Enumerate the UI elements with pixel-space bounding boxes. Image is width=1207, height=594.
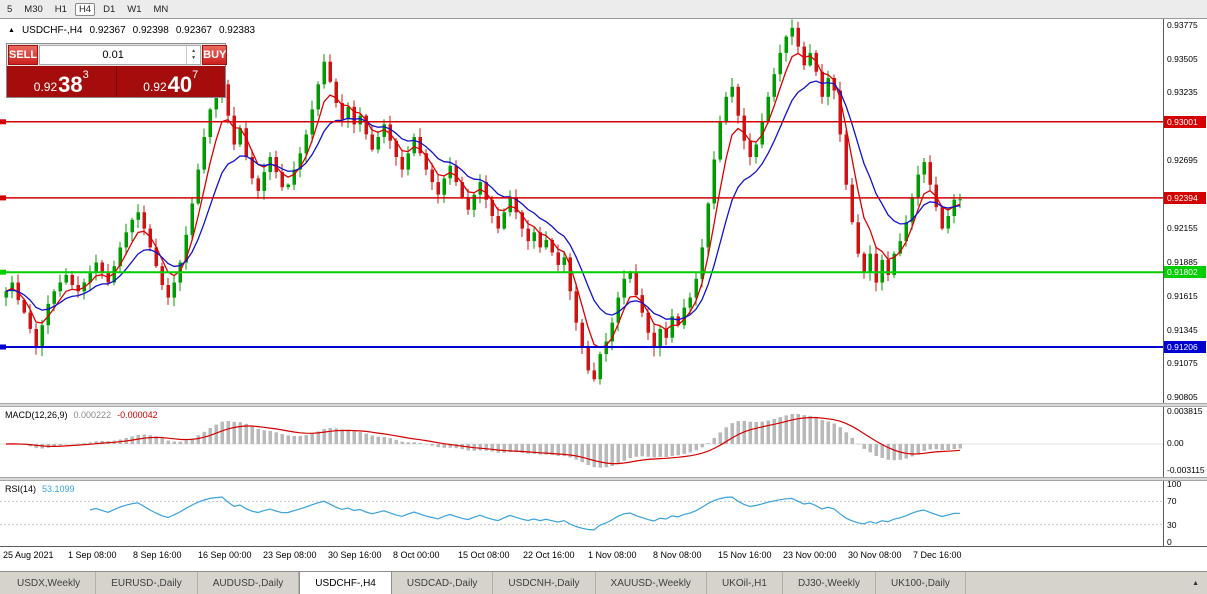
chart-tab[interactable]: USDCHF-,H4 (299, 572, 392, 594)
timeframe-button-5[interactable]: 5 (7, 3, 13, 15)
lot-size-input[interactable] (40, 46, 187, 64)
time-axis-label: 23 Sep 08:00 (263, 550, 317, 560)
price-axis-label: 0.93775 (1167, 20, 1198, 30)
sell-button[interactable]: SELL (8, 45, 39, 65)
buy-price[interactable]: 0.92 40 7 (116, 66, 225, 97)
rsi-axis-label: 70 (1167, 496, 1177, 506)
macd-name: MACD(12,26,9) (5, 410, 68, 420)
chart-tab[interactable]: USDX,Weekly (2, 572, 97, 594)
price-chart-panel: ▲ USDCHF-,H4 0.92367 0.92398 0.92367 0.9… (0, 19, 1163, 403)
lot-decrease-icon[interactable]: ▼ (191, 55, 197, 61)
rsi-value: 53.1099 (42, 484, 75, 494)
lot-size-box: ▲ ▼ (39, 45, 202, 65)
timeframe-button-d1[interactable]: D1 (103, 3, 116, 15)
macd-header: MACD(12,26,9) 0.000222 -0.000042 (5, 410, 158, 420)
rsi-axis-label: 30 (1167, 520, 1177, 530)
one-click-panel-toggle-icon[interactable]: ▲ (8, 27, 15, 34)
chart-tab[interactable]: AUDUSD-,Daily (198, 572, 300, 594)
rsi-axis-label: 0 (1167, 537, 1172, 547)
rsi-panel-splitter[interactable] (0, 477, 1207, 481)
ohlc-high: 0.92398 (132, 25, 169, 36)
macd-axis-label: 0.00 (1167, 438, 1184, 448)
time-axis-label: 25 Aug 2021 (3, 550, 54, 560)
rsi-axis-label: 100 (1167, 479, 1182, 489)
price-line-label: 0.92394 (1164, 192, 1206, 204)
time-axis-label: 1 Sep 08:00 (68, 550, 117, 560)
chart-tab[interactable]: XAUUSD-,Weekly (596, 572, 707, 594)
price-axis-label: 0.90805 (1167, 392, 1198, 402)
tab-scroll-icon[interactable]: ▲ (1192, 580, 1199, 587)
time-scale[interactable]: 25 Aug 2021 1 Sep 08:00 8 Sep 16:00 16 Sep … (0, 546, 1207, 563)
price-axis-label: 0.91345 (1167, 325, 1198, 335)
chart-tab[interactable]: UKOil-,H1 (707, 572, 783, 594)
timeframe-button-h1[interactable]: H1 (54, 3, 67, 15)
one-click-trading-panel: SELL ▲ ▼ BUY 0.92 38 3 0.92 (6, 43, 228, 98)
time-axis-label: 15 Oct 08:00 (458, 550, 510, 560)
chart-tab[interactable]: USDCNH-,Daily (493, 572, 596, 594)
rsi-panel: RSI(14) 53.1099 (0, 481, 1163, 546)
sell-price-pips: 38 (58, 71, 83, 97)
buy-price-pips: 40 (167, 71, 193, 97)
rsi-chart-canvas[interactable] (0, 481, 1163, 546)
timeframe-button-mn[interactable]: MN (153, 3, 169, 15)
price-axis-label: 0.93505 (1167, 54, 1198, 64)
time-axis-label: 8 Oct 00:00 (393, 550, 440, 560)
sell-price-pipette: 3 (82, 69, 89, 81)
price-axis-label: 0.92695 (1167, 155, 1198, 165)
time-axis-label: 23 Nov 00:00 (783, 550, 837, 560)
macd-axis-label: 0.003815 (1167, 406, 1203, 416)
time-axis-label: 22 Oct 16:00 (523, 550, 575, 560)
time-axis-label: 8 Sep 16:00 (133, 550, 182, 560)
price-scale[interactable]: 0.93775 0.93505 0.93235 0.92695 0.92155 0.918… (1163, 19, 1207, 547)
lot-increase-icon[interactable]: ▲ (191, 48, 197, 54)
price-line-label: 0.93001 (1164, 116, 1206, 128)
macd-axis-label: -0.003115 (1167, 465, 1205, 475)
price-axis-label: 0.93235 (1167, 87, 1198, 97)
time-axis-label: 8 Nov 08:00 (653, 550, 702, 560)
time-axis-label: 7 Dec 16:00 (913, 550, 962, 560)
timeframe-button-h4[interactable]: H4 (74, 2, 96, 16)
time-axis-label: 30 Nov 08:00 (848, 550, 902, 560)
chart-ohlc-header: ▲ USDCHF-,H4 0.92367 0.92398 0.92367 0.9… (8, 25, 255, 36)
candlestick-chart-canvas[interactable] (0, 19, 1163, 403)
sell-price-figure: 0.92 (33, 79, 58, 94)
timeframe-toolbar: 5 M30 H1 H4 D1 W1 MN (0, 0, 1207, 19)
price-axis-label: 0.91885 (1167, 257, 1198, 267)
buy-price-figure: 0.92 (143, 79, 167, 94)
ohlc-low: 0.92367 (175, 25, 212, 36)
time-axis-label: 15 Nov 16:00 (718, 550, 772, 560)
macd-panel: MACD(12,26,9) 0.000222 -0.000042 (0, 407, 1163, 477)
buy-button[interactable]: BUY (202, 45, 228, 65)
rsi-name: RSI(14) (5, 484, 37, 494)
buy-price-pipette: 7 (192, 69, 199, 81)
chart-tab[interactable]: DJ30-,Weekly (783, 572, 877, 594)
chart-tab[interactable]: USDCAD-,Daily (392, 572, 494, 594)
rsi-header: RSI(14) 53.1099 (5, 484, 75, 494)
chart-tab[interactable]: EURUSD-,Daily (96, 572, 198, 594)
time-axis-label: 16 Sep 00:00 (198, 550, 252, 560)
macd-main-value: 0.000222 (73, 410, 112, 420)
chart-symbol-period: USDCHF-,H4 (21, 25, 83, 36)
ohlc-open: 0.92367 (89, 25, 126, 36)
sell-price[interactable]: 0.92 38 3 (7, 66, 117, 97)
timeframe-button-w1[interactable]: W1 (127, 3, 142, 15)
timeframe-button-m30[interactable]: M30 (24, 3, 43, 15)
macd-chart-canvas[interactable] (0, 407, 1163, 477)
macd-panel-splitter[interactable] (0, 403, 1207, 407)
price-axis-label: 0.91075 (1167, 358, 1198, 368)
chart-tab-bar: ▲ USDX,Weekly EURUSD-,Daily AUDUSD-,Daily U… (0, 571, 1207, 594)
price-line-label: 0.91802 (1164, 266, 1206, 278)
time-axis-label: 30 Sep 16:00 (328, 550, 382, 560)
price-axis-label: 0.91615 (1167, 291, 1198, 301)
lot-spinner: ▲ ▼ (186, 46, 200, 64)
time-axis-label: 1 Nov 08:00 (588, 550, 637, 560)
macd-signal-value: -0.000042 (117, 410, 158, 420)
ohlc-close: 0.92383 (218, 25, 256, 36)
price-axis-label: 0.92155 (1167, 223, 1198, 233)
price-line-label: 0.91206 (1164, 341, 1206, 353)
chart-tab[interactable]: UK100-,Daily (876, 572, 966, 594)
